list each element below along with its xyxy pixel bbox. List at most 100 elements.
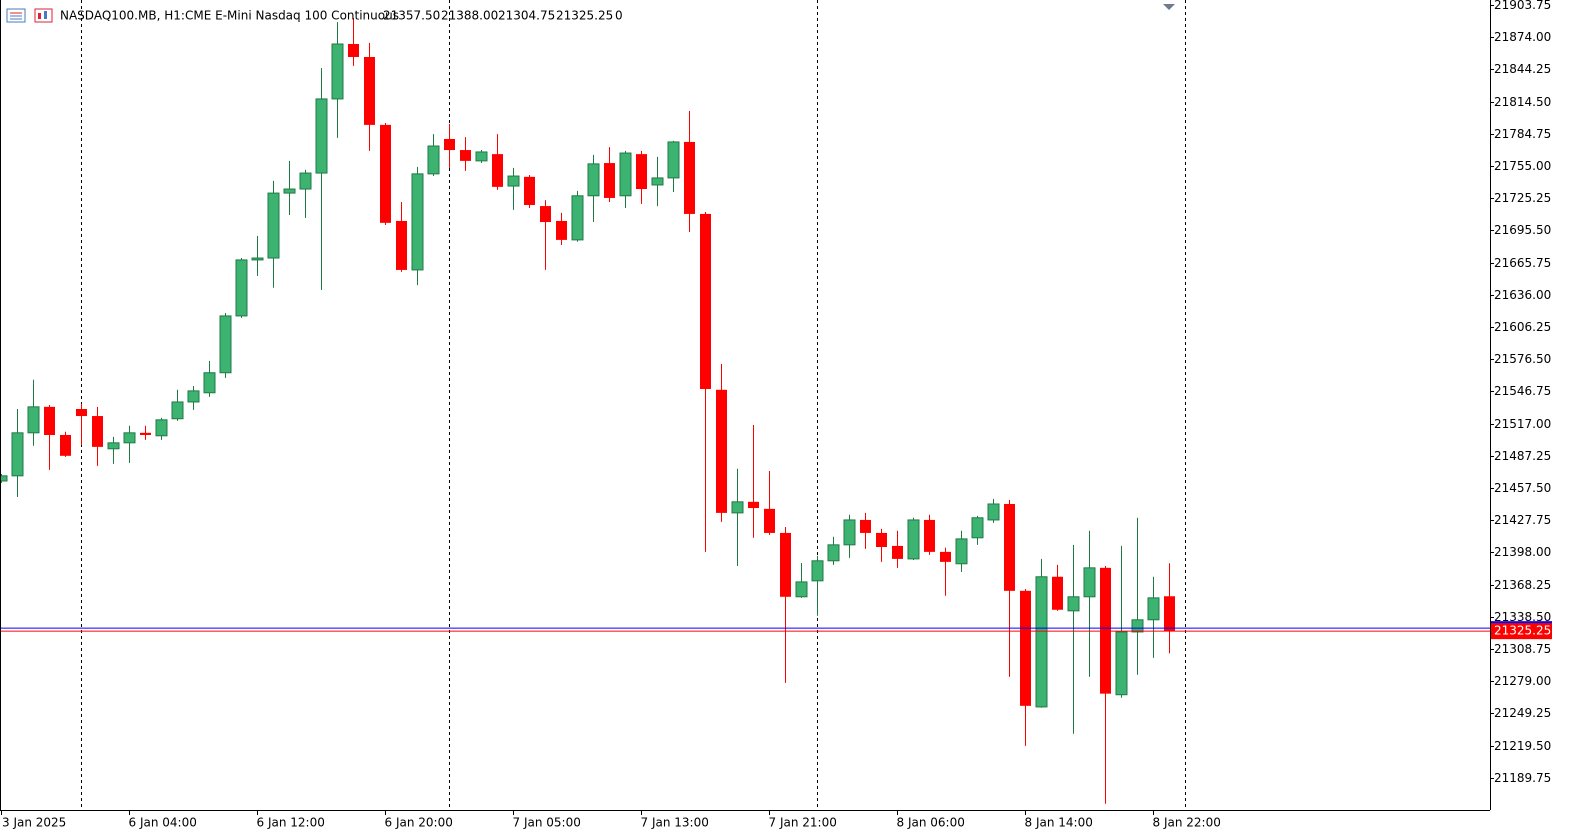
candle-body bbox=[1035, 576, 1048, 708]
y-tick-label: 21517.00 bbox=[1494, 417, 1551, 431]
header: NASDAQ100.MB, H1: CME E-Mini Nasdaq 100 … bbox=[6, 8, 623, 23]
candle-body bbox=[348, 43, 359, 57]
candle-body bbox=[1020, 590, 1031, 706]
y-tick-label: 21844.25 bbox=[1494, 62, 1551, 76]
y-tick-label: 21903.75 bbox=[1494, 0, 1551, 12]
candle-body bbox=[1147, 597, 1160, 621]
candle-body bbox=[604, 163, 615, 198]
candle-body bbox=[860, 519, 871, 533]
x-tick-label: 8 Jan 22:00 bbox=[1153, 816, 1221, 830]
candle-body bbox=[684, 141, 695, 214]
candle-body bbox=[827, 544, 840, 562]
x-tick-label: 6 Jan 12:00 bbox=[257, 816, 325, 830]
candle-body bbox=[636, 154, 647, 190]
candle-body bbox=[427, 145, 440, 175]
candle-body bbox=[907, 519, 920, 560]
candle-body bbox=[1067, 596, 1080, 612]
icon-bar bbox=[44, 11, 47, 19]
info-low: 21304.75 bbox=[498, 9, 555, 23]
y-tick-label: 21695.50 bbox=[1494, 223, 1551, 237]
info-extra: 0 bbox=[615, 9, 623, 23]
candle-body bbox=[27, 406, 40, 434]
y-tick-label: 21457.50 bbox=[1494, 481, 1551, 495]
candle-body bbox=[507, 175, 520, 187]
candle-body bbox=[667, 141, 680, 179]
candle-body bbox=[955, 538, 968, 565]
candle-body bbox=[731, 501, 744, 514]
y-tick-label: 21576.50 bbox=[1494, 352, 1551, 366]
x-tick-label: 3 Jan 2025 bbox=[2, 816, 66, 830]
x-tick-label: 6 Jan 04:00 bbox=[129, 816, 197, 830]
x-tick-label: 7 Jan 21:00 bbox=[769, 816, 837, 830]
x-tick-label: 8 Jan 14:00 bbox=[1025, 816, 1093, 830]
candle-body bbox=[651, 177, 664, 186]
x-tick-label: 7 Jan 13:00 bbox=[641, 816, 709, 830]
candle-body bbox=[940, 551, 951, 562]
candle-body bbox=[492, 154, 503, 187]
candle-body bbox=[331, 43, 344, 100]
candle-body bbox=[475, 151, 488, 162]
candle-body bbox=[411, 173, 424, 271]
candle-body bbox=[203, 372, 216, 394]
candle-body bbox=[1131, 619, 1144, 633]
info-high: 21388.00 bbox=[441, 9, 498, 23]
candle-body bbox=[0, 475, 8, 482]
y-tick-label: 21338.50 bbox=[1494, 610, 1551, 624]
bid-label-box bbox=[1491, 623, 1552, 640]
y-tick-label: 21219.50 bbox=[1494, 739, 1551, 753]
candle-body bbox=[315, 98, 328, 174]
candle-body bbox=[1164, 596, 1175, 632]
candle-body bbox=[876, 532, 887, 547]
x-tick-label: 6 Jan 20:00 bbox=[385, 816, 453, 830]
candle-body bbox=[171, 401, 184, 420]
y-tick-label: 21368.25 bbox=[1494, 578, 1551, 592]
candle-body bbox=[924, 519, 935, 552]
candle-body bbox=[396, 220, 407, 270]
candle-body bbox=[11, 432, 24, 477]
y-tick-label: 21784.75 bbox=[1494, 127, 1551, 141]
candle-body bbox=[587, 163, 600, 197]
candle-body bbox=[700, 213, 711, 389]
candle-body bbox=[748, 501, 759, 509]
bid-label: 21325.25 bbox=[1494, 624, 1551, 638]
candle-body bbox=[251, 257, 264, 261]
y-tick-label: 21308.75 bbox=[1494, 642, 1551, 656]
y-tick-label: 21636.00 bbox=[1494, 288, 1551, 302]
y-tick-label: 21249.25 bbox=[1494, 706, 1551, 720]
description: CME E-Mini Nasdaq 100 Continuous bbox=[185, 9, 399, 23]
candle-body bbox=[619, 152, 632, 197]
y-tick-label: 21398.00 bbox=[1494, 545, 1551, 559]
candle-body bbox=[571, 195, 584, 241]
candle-body bbox=[987, 503, 1000, 521]
y-tick-label: 21725.25 bbox=[1494, 191, 1551, 205]
candle-body bbox=[60, 434, 71, 456]
candle-body bbox=[299, 172, 312, 190]
y-tick-label: 21665.75 bbox=[1494, 256, 1551, 270]
candle-body bbox=[283, 188, 296, 194]
candle-body bbox=[107, 442, 120, 450]
plot bbox=[0, 18, 1490, 804]
candle-body bbox=[716, 389, 727, 513]
candle-body bbox=[235, 259, 248, 317]
y-tick-label: 21874.00 bbox=[1494, 30, 1551, 44]
y-tick-label: 21487.25 bbox=[1494, 449, 1551, 463]
candle-body bbox=[219, 315, 232, 374]
chart-shift-marker bbox=[1163, 4, 1175, 10]
symbol: NASDAQ100.MB, H1: bbox=[60, 9, 185, 23]
candle-body bbox=[892, 545, 903, 559]
candle-body bbox=[524, 176, 535, 205]
candle-body bbox=[380, 124, 391, 223]
candle-body bbox=[1083, 567, 1096, 598]
candle-body bbox=[444, 138, 455, 151]
x-tick-label: 8 Jan 06:00 bbox=[897, 816, 965, 830]
info-close: 21325.25 bbox=[556, 9, 613, 23]
candle-body bbox=[76, 409, 87, 417]
candle-body bbox=[123, 432, 136, 444]
candle-body bbox=[1115, 631, 1128, 696]
candle-body bbox=[811, 560, 824, 582]
x-tick-label: 7 Jan 05:00 bbox=[513, 816, 581, 830]
candle-body bbox=[44, 406, 55, 435]
candle-body bbox=[780, 532, 791, 597]
candle-body bbox=[267, 192, 280, 259]
